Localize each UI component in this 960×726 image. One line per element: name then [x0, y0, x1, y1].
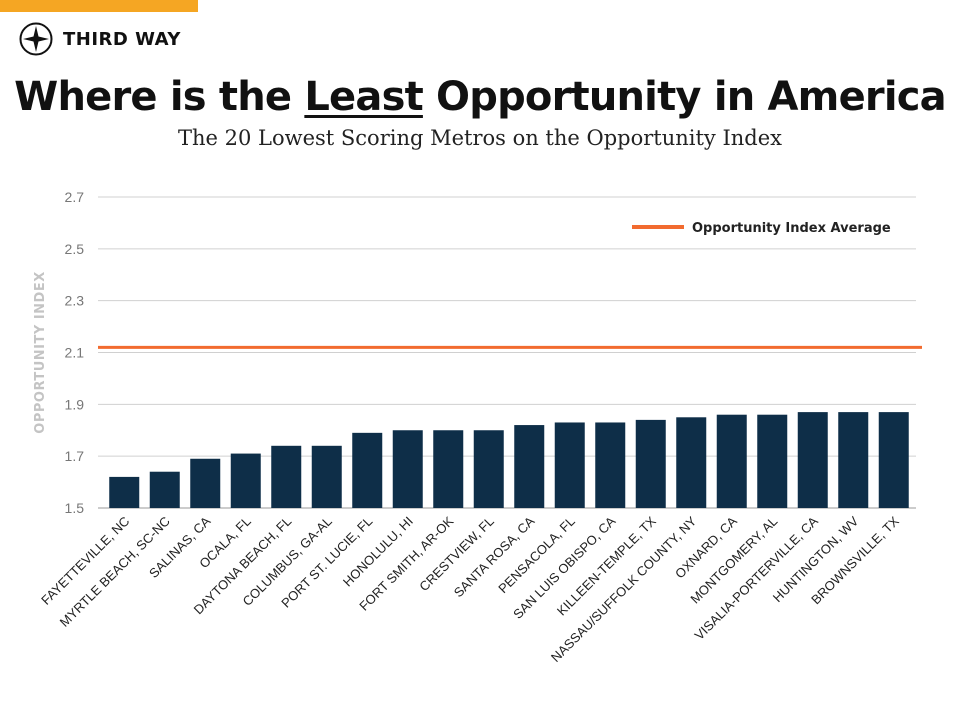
bar	[878, 412, 909, 508]
x-tick-label: CRESTVIEW, FL	[416, 514, 497, 595]
y-tick-label: 2.1	[65, 345, 85, 361]
y-tick-label: 2.7	[65, 189, 85, 205]
bar	[716, 414, 747, 508]
y-tick-label: 1.9	[65, 396, 85, 412]
title-part-2: Opportunity in America	[422, 74, 947, 120]
bar	[230, 453, 261, 508]
y-tick-label: 1.7	[65, 448, 85, 464]
title-part-1: Where is the	[14, 74, 305, 120]
bar	[635, 419, 666, 508]
bar	[838, 412, 869, 508]
y-tick-label: 1.5	[65, 500, 85, 516]
page-title: Where is the Least Opportunity in Americ…	[0, 74, 960, 120]
y-tick-label: 2.3	[65, 293, 85, 309]
bar	[271, 445, 302, 508]
bar	[473, 430, 504, 508]
y-axis-label: OPPORTUNITY INDEX	[33, 271, 48, 433]
bar	[190, 458, 221, 508]
top-accent-bar	[0, 0, 198, 12]
bar	[676, 417, 707, 508]
bar	[514, 425, 545, 508]
x-tick-label: HONOLULU, HI	[340, 514, 416, 590]
bar	[311, 445, 342, 508]
title-emphasis: Least	[304, 74, 423, 120]
bar	[109, 476, 140, 508]
legend-label: Opportunity Index Average	[692, 221, 891, 236]
y-tick-label: 2.5	[65, 241, 85, 257]
brand-logo: THIRD WAY	[19, 22, 181, 56]
bar	[757, 414, 788, 508]
brand-name: THIRD WAY	[63, 28, 181, 50]
bar	[149, 471, 180, 508]
bar	[595, 422, 626, 508]
page-subtitle: The 20 Lowest Scoring Metros on the Oppo…	[177, 126, 783, 150]
x-tick-label: NASSAU/SUFFOLK COUNTY, NY	[548, 513, 700, 665]
bar	[554, 422, 585, 508]
bar	[392, 430, 423, 508]
bar	[433, 430, 464, 508]
compass-icon	[19, 22, 53, 56]
bar	[352, 432, 383, 508]
bar	[797, 412, 828, 508]
